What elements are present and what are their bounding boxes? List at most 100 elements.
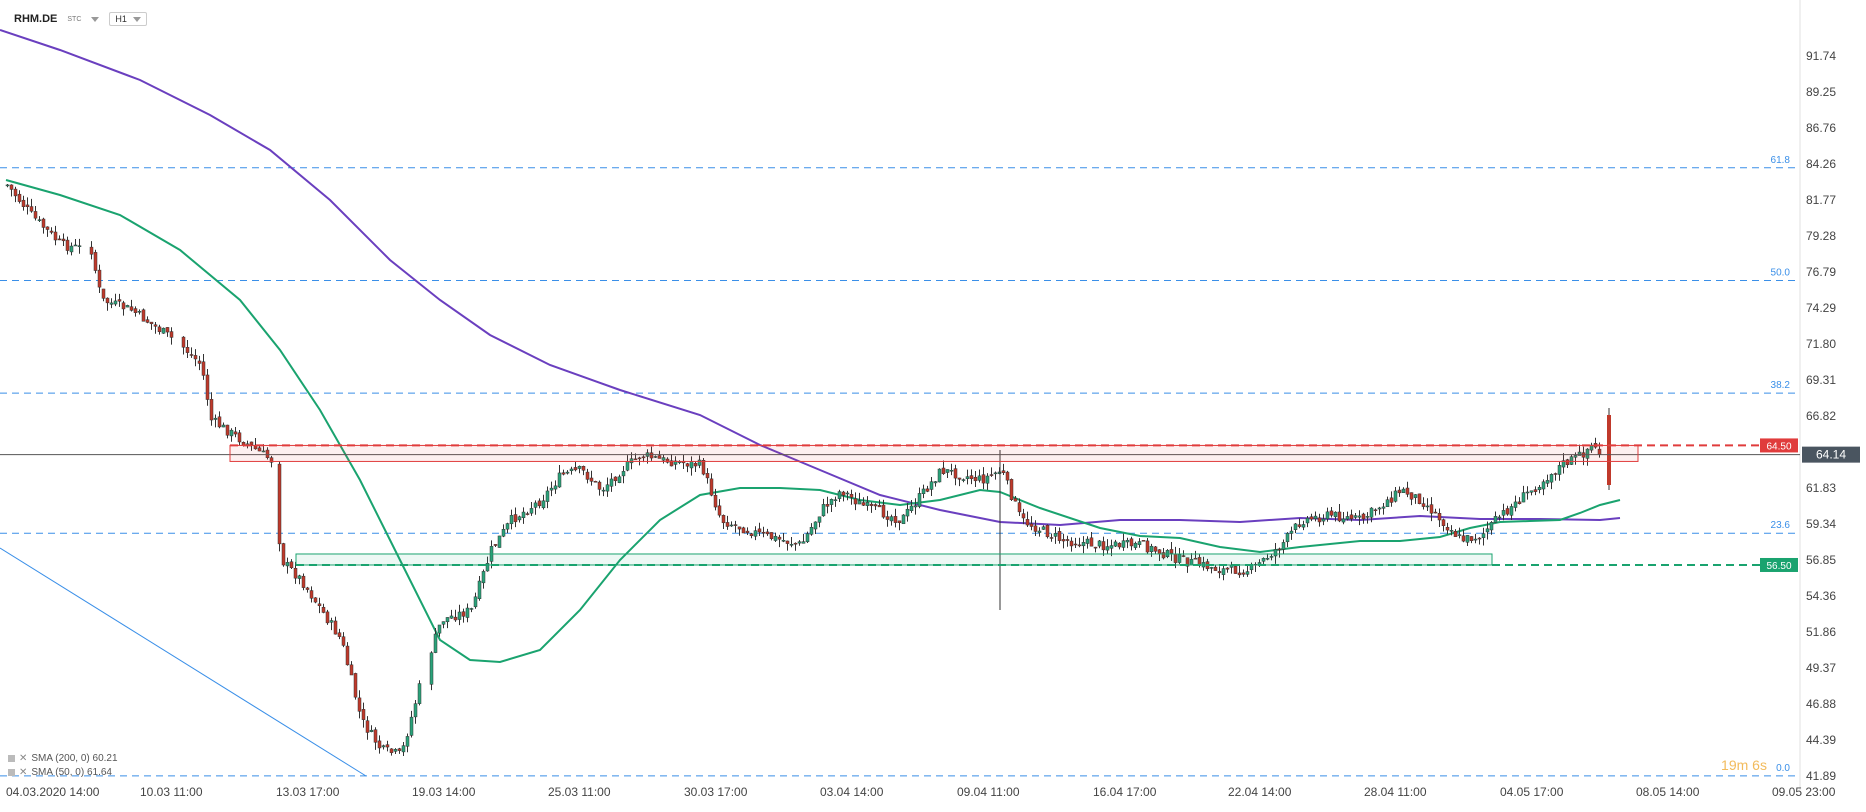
candle-body — [1357, 515, 1362, 518]
candle-body — [913, 505, 918, 508]
candle-body — [97, 269, 102, 288]
candle-body — [545, 490, 550, 502]
candle-body — [1153, 546, 1158, 552]
candle-body — [1209, 567, 1214, 569]
candle-body — [733, 524, 738, 526]
candle-body — [1421, 503, 1426, 507]
candle-body — [573, 467, 578, 471]
candle-body — [205, 374, 210, 400]
candle-body — [1101, 541, 1106, 551]
candle-body — [785, 540, 790, 544]
indicator-legend-sma200[interactable]: ✕ SMA (200, 0) 60.21 — [8, 753, 118, 764]
countdown-timer: 19m 6s — [1721, 757, 1767, 773]
candle-body — [1425, 505, 1430, 508]
candle-body — [353, 673, 358, 698]
candle-body — [5, 184, 10, 187]
candle-body — [1305, 517, 1310, 524]
indicator-settings-icon[interactable] — [8, 769, 15, 776]
candle-body — [1457, 534, 1462, 536]
candle-body — [1033, 525, 1038, 532]
candle-body — [473, 596, 478, 608]
candle-body — [837, 491, 842, 499]
fib-trend-line — [0, 547, 367, 777]
candle-body — [1013, 498, 1018, 502]
candle-body — [1429, 504, 1434, 514]
candle-body — [357, 697, 362, 712]
candle-body — [789, 544, 794, 546]
candle-body — [761, 531, 766, 534]
candle-body — [1285, 533, 1290, 543]
candle-body — [741, 527, 746, 534]
candle-body — [1481, 533, 1486, 538]
candle-body — [149, 321, 154, 325]
candle-body — [1001, 470, 1006, 473]
candle-body — [1333, 511, 1338, 518]
candle-body — [17, 193, 22, 202]
candle-body — [1337, 511, 1342, 522]
symbol-label[interactable]: RHM.DE — [14, 13, 58, 25]
candle-body — [157, 326, 162, 333]
resistance-price-tag — [1760, 438, 1798, 453]
candle-body — [629, 458, 634, 464]
candle-body — [1513, 501, 1518, 508]
candle-body — [221, 424, 226, 428]
candle-body — [313, 597, 318, 603]
candle-body — [869, 503, 874, 506]
x-tick-label: 04.03.2020 14:00 — [6, 785, 100, 799]
indicator-settings-icon[interactable] — [8, 755, 15, 762]
chevron-down-icon[interactable] — [91, 16, 100, 22]
candle-body — [1509, 506, 1514, 516]
candle-body — [165, 327, 170, 333]
candle-body — [1185, 557, 1190, 567]
candle-body — [597, 481, 602, 490]
candle-body — [189, 354, 194, 356]
y-tick-label: 66.82 — [1806, 409, 1836, 423]
candle-body — [653, 456, 658, 458]
candle-body — [1365, 516, 1370, 518]
candle-body — [377, 740, 382, 749]
candle-body — [1489, 522, 1494, 531]
candle-body — [709, 478, 714, 496]
candle-body — [417, 683, 422, 704]
candle-body — [225, 424, 230, 436]
candle-body — [689, 461, 694, 469]
y-tick-label: 59.34 — [1806, 517, 1836, 531]
x-tick-label: 28.04 11:00 — [1364, 785, 1427, 799]
candle-body — [533, 502, 538, 508]
y-tick-label: 56.85 — [1806, 553, 1836, 567]
candle-body — [649, 452, 654, 459]
candle-body — [1113, 541, 1118, 547]
candle-body — [1297, 524, 1302, 527]
candle-body — [1317, 517, 1322, 523]
candle-body — [1521, 492, 1526, 503]
x-tick-label: 19.03 14:00 — [412, 785, 476, 799]
candle-body — [625, 461, 630, 471]
candle-body — [1057, 531, 1062, 541]
candle-body — [53, 231, 58, 241]
candle-body — [693, 462, 698, 467]
candle-body — [637, 457, 642, 460]
candle-body — [1541, 481, 1546, 490]
candle-body — [909, 505, 914, 511]
candle-body — [1409, 492, 1414, 500]
candle-body — [901, 514, 906, 525]
candle-body — [581, 465, 586, 471]
x-tick-label: 10.03 11:00 — [140, 785, 203, 799]
close-icon[interactable]: ✕ — [19, 767, 28, 778]
close-icon[interactable]: ✕ — [19, 753, 28, 764]
candle-body — [361, 709, 366, 720]
indicator-legend-sma50[interactable]: ✕ SMA (50, 0) 61.64 — [8, 767, 112, 778]
candle-body — [1493, 516, 1498, 523]
candle-body — [237, 432, 242, 443]
fib-level-label: 23.6 — [1771, 520, 1791, 531]
fib-level-label: 38.2 — [1771, 380, 1791, 391]
candle-body — [873, 504, 878, 507]
candle-body — [905, 508, 910, 517]
chevron-down-icon — [132, 16, 141, 22]
candle-body — [1529, 490, 1534, 493]
support-price-label: 56.50 — [1766, 561, 1791, 572]
x-tick-label: 08.05 14:00 — [1636, 785, 1700, 799]
timeframe-select[interactable]: H1 — [109, 12, 147, 26]
support-price-tag — [1760, 557, 1798, 572]
